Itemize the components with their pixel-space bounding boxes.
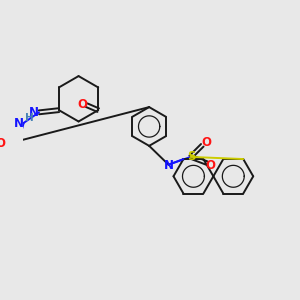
Text: N: N (29, 106, 39, 118)
Text: O: O (77, 98, 87, 111)
Text: N: N (164, 159, 174, 172)
Text: N: N (14, 117, 23, 130)
Text: O: O (0, 137, 5, 150)
Text: O: O (201, 136, 211, 149)
Text: H: H (26, 113, 34, 123)
Text: O: O (206, 159, 216, 172)
Text: S: S (187, 150, 195, 163)
